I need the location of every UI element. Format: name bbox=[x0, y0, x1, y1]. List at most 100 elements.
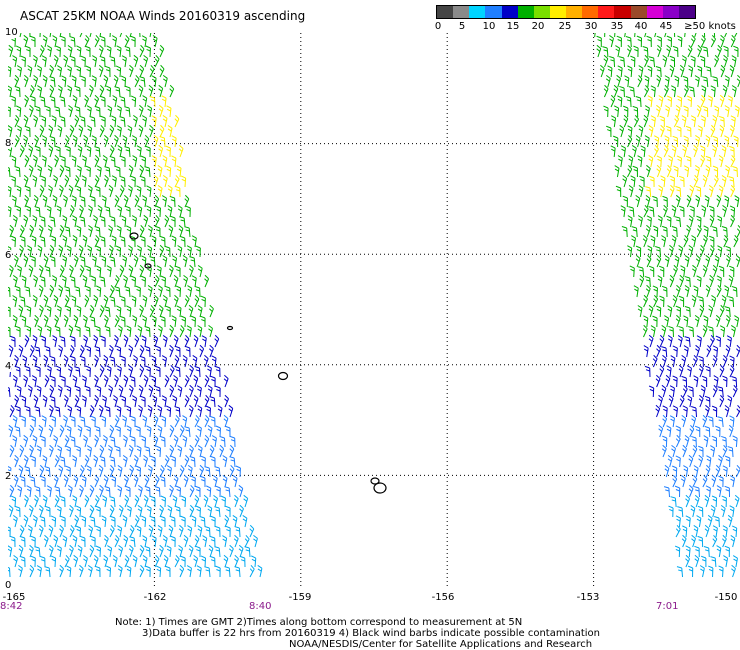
wind-barb-feather bbox=[124, 194, 129, 199]
wind-barb-shaft bbox=[730, 98, 733, 108]
wind-barb-feather bbox=[94, 478, 98, 482]
wind-barb-shaft bbox=[154, 178, 159, 188]
wind-barb-feather bbox=[214, 466, 220, 469]
wind-barb bbox=[690, 34, 696, 48]
wind-barb-shaft bbox=[119, 548, 124, 558]
wind-barb bbox=[103, 434, 108, 448]
wind-barb-feather bbox=[103, 538, 108, 542]
wind-barb-feather bbox=[11, 498, 16, 502]
wind-barb-shaft bbox=[39, 508, 44, 518]
wind-barb-feather bbox=[106, 265, 112, 269]
wind-barb-feather bbox=[30, 84, 35, 90]
wind-barb-feather bbox=[18, 564, 23, 569]
wind-barb-feather bbox=[58, 248, 63, 252]
wind-barb-feather bbox=[74, 398, 79, 402]
wind-barb-feather bbox=[35, 489, 40, 492]
wind-barb bbox=[128, 364, 134, 378]
wind-barb-feather bbox=[57, 385, 63, 389]
wind-barb-feather bbox=[155, 554, 160, 560]
wind-barb-shaft bbox=[24, 378, 29, 388]
wind-barb-feather bbox=[89, 488, 93, 492]
wind-barb bbox=[9, 444, 15, 458]
wind-barb bbox=[162, 294, 168, 308]
wind-barb-shaft bbox=[79, 507, 82, 518]
wind-barb bbox=[177, 245, 183, 258]
wind-barb bbox=[99, 235, 106, 248]
wind-barb bbox=[43, 534, 49, 548]
wind-barb bbox=[12, 214, 18, 228]
wind-barb-shaft bbox=[690, 38, 696, 48]
wind-barb-feather bbox=[175, 285, 181, 289]
wind-barb-feather bbox=[196, 508, 201, 512]
wind-barb-shaft bbox=[169, 388, 175, 398]
wind-barb-feather bbox=[142, 298, 147, 302]
wind-barb-feather bbox=[14, 285, 21, 289]
wind-barb-feather bbox=[169, 195, 175, 199]
wind-barb bbox=[185, 205, 191, 218]
wind-barb-feather bbox=[75, 109, 80, 112]
wind-barb bbox=[61, 275, 67, 288]
wind-barb-shaft bbox=[29, 228, 35, 238]
wind-barb bbox=[15, 405, 21, 418]
wind-barb-feather bbox=[28, 268, 33, 272]
wind-barb bbox=[129, 33, 132, 38]
wind-barb-feather bbox=[204, 398, 209, 402]
wind-barb bbox=[147, 105, 153, 118]
wind-barb-feather bbox=[59, 568, 63, 572]
wind-barb-feather bbox=[27, 248, 32, 252]
wind-barb-feather bbox=[687, 98, 692, 102]
wind-barb-feather bbox=[178, 548, 183, 552]
wind-barb bbox=[12, 374, 18, 388]
wind-barb-shaft bbox=[119, 468, 123, 478]
wind-barb bbox=[219, 444, 225, 458]
wind-barb-feather bbox=[142, 535, 147, 539]
wind-barb-feather bbox=[9, 264, 14, 270]
wind-barb-shaft bbox=[169, 128, 173, 138]
wind-barb-feather bbox=[67, 88, 72, 92]
wind-barb-feather bbox=[658, 95, 664, 99]
wind-barb bbox=[102, 155, 108, 168]
wind-barb-feather bbox=[32, 178, 37, 182]
wind-barb bbox=[115, 445, 121, 458]
wind-barb-feather bbox=[51, 115, 57, 119]
wind-barb-shaft bbox=[664, 58, 668, 68]
wind-barb-feather bbox=[130, 435, 136, 439]
wind-barb bbox=[142, 295, 148, 308]
wind-barb-feather bbox=[130, 539, 135, 542]
wind-barb-shaft bbox=[129, 508, 132, 518]
wind-barb-shaft bbox=[94, 238, 100, 248]
wind-barb-feather bbox=[40, 219, 45, 222]
wind-barb-feather bbox=[87, 128, 92, 132]
wind-barb-feather bbox=[36, 369, 41, 372]
wind-barb-shaft bbox=[99, 128, 105, 138]
wind-barb-feather bbox=[8, 209, 11, 212]
wind-barb-shaft bbox=[34, 318, 39, 328]
wind-barb-shaft bbox=[114, 477, 117, 488]
wind-barb bbox=[147, 224, 153, 238]
wind-barb-feather bbox=[629, 89, 635, 92]
wind-barb-shaft bbox=[69, 208, 75, 218]
wind-barb-shaft bbox=[14, 258, 19, 268]
wind-barb-feather bbox=[8, 424, 14, 429]
wind-barb-feather bbox=[22, 355, 27, 359]
wind-barb-feather bbox=[701, 94, 706, 100]
wind-barb-shaft bbox=[159, 308, 164, 318]
wind-barb-feather bbox=[18, 548, 23, 552]
wind-barb bbox=[43, 354, 49, 368]
wind-barb-shaft bbox=[23, 297, 26, 308]
wind-barb-shaft bbox=[59, 88, 63, 98]
wind-barb-feather bbox=[174, 558, 179, 563]
wind-barb-shaft bbox=[129, 468, 135, 478]
wind-barb-feather bbox=[84, 38, 89, 42]
wind-barb bbox=[209, 555, 216, 568]
wind-barb-shaft bbox=[164, 558, 169, 568]
wind-barb-feather bbox=[136, 528, 141, 532]
wind-barb-shaft bbox=[64, 418, 68, 428]
wind-barb-feather bbox=[59, 564, 64, 570]
wind-barb-feather bbox=[150, 259, 155, 262]
wind-barb-feather bbox=[19, 296, 25, 299]
wind-barb-feather bbox=[723, 54, 728, 59]
wind-barb bbox=[687, 44, 693, 58]
wind-barb-feather bbox=[93, 458, 98, 462]
wind-barb-feather bbox=[82, 398, 87, 402]
